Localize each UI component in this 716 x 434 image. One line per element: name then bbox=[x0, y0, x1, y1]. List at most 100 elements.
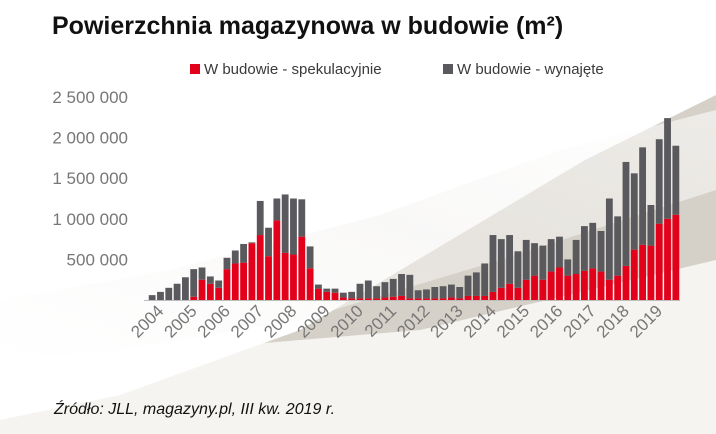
bar-leased bbox=[398, 274, 405, 296]
bar-leased bbox=[431, 287, 439, 299]
bar-speculative bbox=[381, 297, 389, 300]
bar-speculative bbox=[256, 235, 264, 300]
bar-speculative bbox=[265, 256, 272, 300]
bar-speculative bbox=[439, 298, 447, 300]
bar-speculative bbox=[556, 267, 563, 300]
bar-speculative bbox=[248, 243, 256, 300]
bar-leased bbox=[614, 216, 622, 276]
bar-leased bbox=[306, 246, 314, 269]
bar-leased bbox=[672, 145, 680, 215]
bar-speculative bbox=[281, 252, 289, 300]
bar-leased bbox=[439, 286, 447, 299]
bar-speculative bbox=[589, 268, 597, 300]
bar-leased bbox=[597, 230, 605, 272]
bar-speculative bbox=[597, 271, 605, 300]
legend-item-leased: W budowie - wynajęte bbox=[443, 61, 604, 78]
y-tick-label: 1 000 000 bbox=[52, 210, 128, 229]
bar-leased bbox=[256, 200, 264, 236]
bar-leased bbox=[489, 235, 497, 292]
y-tick-label: 2 500 000 bbox=[52, 88, 128, 107]
bar-leased bbox=[281, 194, 289, 253]
bar-leased bbox=[331, 288, 339, 293]
legend-swatch-speculative bbox=[190, 64, 200, 74]
bar-speculative bbox=[315, 288, 322, 300]
bar-leased bbox=[215, 280, 223, 288]
bar-speculative bbox=[622, 265, 630, 300]
bar-leased bbox=[206, 276, 214, 284]
bar-speculative bbox=[240, 262, 248, 300]
bar-leased bbox=[157, 291, 164, 300]
bar-speculative bbox=[614, 275, 622, 300]
bar-speculative bbox=[356, 298, 364, 300]
x-tick-label: 2004 bbox=[127, 301, 167, 341]
bar-leased bbox=[198, 267, 206, 280]
bar-speculative bbox=[448, 297, 455, 300]
bars bbox=[148, 118, 680, 300]
bar-leased bbox=[389, 278, 397, 297]
bar-speculative bbox=[398, 295, 405, 300]
bar-speculative bbox=[456, 298, 464, 300]
bar-speculative bbox=[572, 274, 580, 300]
bar-speculative bbox=[481, 295, 489, 300]
bar-speculative bbox=[655, 223, 663, 300]
bar-leased bbox=[373, 286, 381, 299]
bar-leased bbox=[356, 283, 364, 299]
bar-speculative bbox=[431, 298, 439, 300]
bar-speculative bbox=[423, 298, 430, 300]
bar-leased bbox=[414, 290, 422, 299]
x-tick-label: 2015 bbox=[493, 301, 533, 341]
bar-speculative bbox=[190, 296, 198, 300]
y-tick-label: 500 000 bbox=[67, 250, 128, 269]
x-tick-label: 2011 bbox=[361, 301, 400, 340]
bar-leased bbox=[173, 283, 181, 300]
bar-leased bbox=[265, 227, 272, 257]
bar-leased bbox=[572, 239, 580, 275]
bar-speculative bbox=[389, 296, 397, 300]
x-tick-label: 2008 bbox=[260, 301, 300, 341]
x-tick-label: 2005 bbox=[161, 301, 201, 341]
bar-leased bbox=[639, 147, 647, 245]
x-tick-label: 2006 bbox=[194, 301, 234, 341]
bar-speculative bbox=[489, 291, 497, 300]
bar-leased bbox=[423, 289, 430, 299]
bar-speculative bbox=[497, 287, 505, 300]
bar-speculative bbox=[605, 279, 613, 300]
bar-leased bbox=[190, 269, 198, 297]
bar-leased bbox=[381, 282, 389, 298]
bar-leased bbox=[182, 277, 189, 300]
x-tick-label: 2018 bbox=[593, 301, 633, 341]
bar-leased bbox=[223, 257, 231, 270]
bar-speculative bbox=[647, 245, 655, 300]
bar-leased bbox=[655, 139, 663, 224]
bar-speculative bbox=[564, 275, 572, 300]
bar-speculative bbox=[273, 220, 281, 300]
bar-speculative bbox=[414, 298, 422, 300]
bar-leased bbox=[522, 239, 530, 280]
bar-leased bbox=[647, 205, 655, 246]
bar-leased bbox=[464, 275, 472, 296]
bar-speculative bbox=[348, 298, 356, 300]
x-tick-label: 2009 bbox=[294, 301, 334, 341]
bar-leased bbox=[456, 287, 464, 299]
bar-leased bbox=[315, 284, 322, 289]
x-tick-label: 2010 bbox=[327, 301, 367, 341]
bar-speculative bbox=[406, 298, 414, 300]
bar-leased bbox=[339, 292, 347, 298]
x-tick-label: 2017 bbox=[560, 301, 600, 341]
x-axis: 2004200520062007200820092010201120122013… bbox=[127, 300, 680, 342]
bar-leased bbox=[481, 263, 489, 296]
bar-leased bbox=[539, 245, 547, 280]
x-tick-label: 2019 bbox=[626, 301, 666, 341]
bar-leased bbox=[148, 295, 156, 300]
bar-leased bbox=[556, 236, 563, 268]
legend-label-leased: W budowie - wynajęte bbox=[457, 61, 604, 78]
y-axis: 500 000 1 000 000 1 500 000 2 000 000 2 500 … bbox=[52, 88, 128, 269]
bar-speculative bbox=[339, 297, 347, 300]
bar-speculative bbox=[472, 295, 480, 300]
bar-speculative bbox=[206, 283, 214, 300]
bar-leased bbox=[506, 235, 514, 284]
legend-swatch-leased bbox=[443, 64, 453, 74]
legend-label-speculative: W budowie - spekulacyjnie bbox=[204, 61, 382, 78]
chart-title: Powierzchnia magazynowa w budowie (m²) bbox=[52, 12, 564, 40]
